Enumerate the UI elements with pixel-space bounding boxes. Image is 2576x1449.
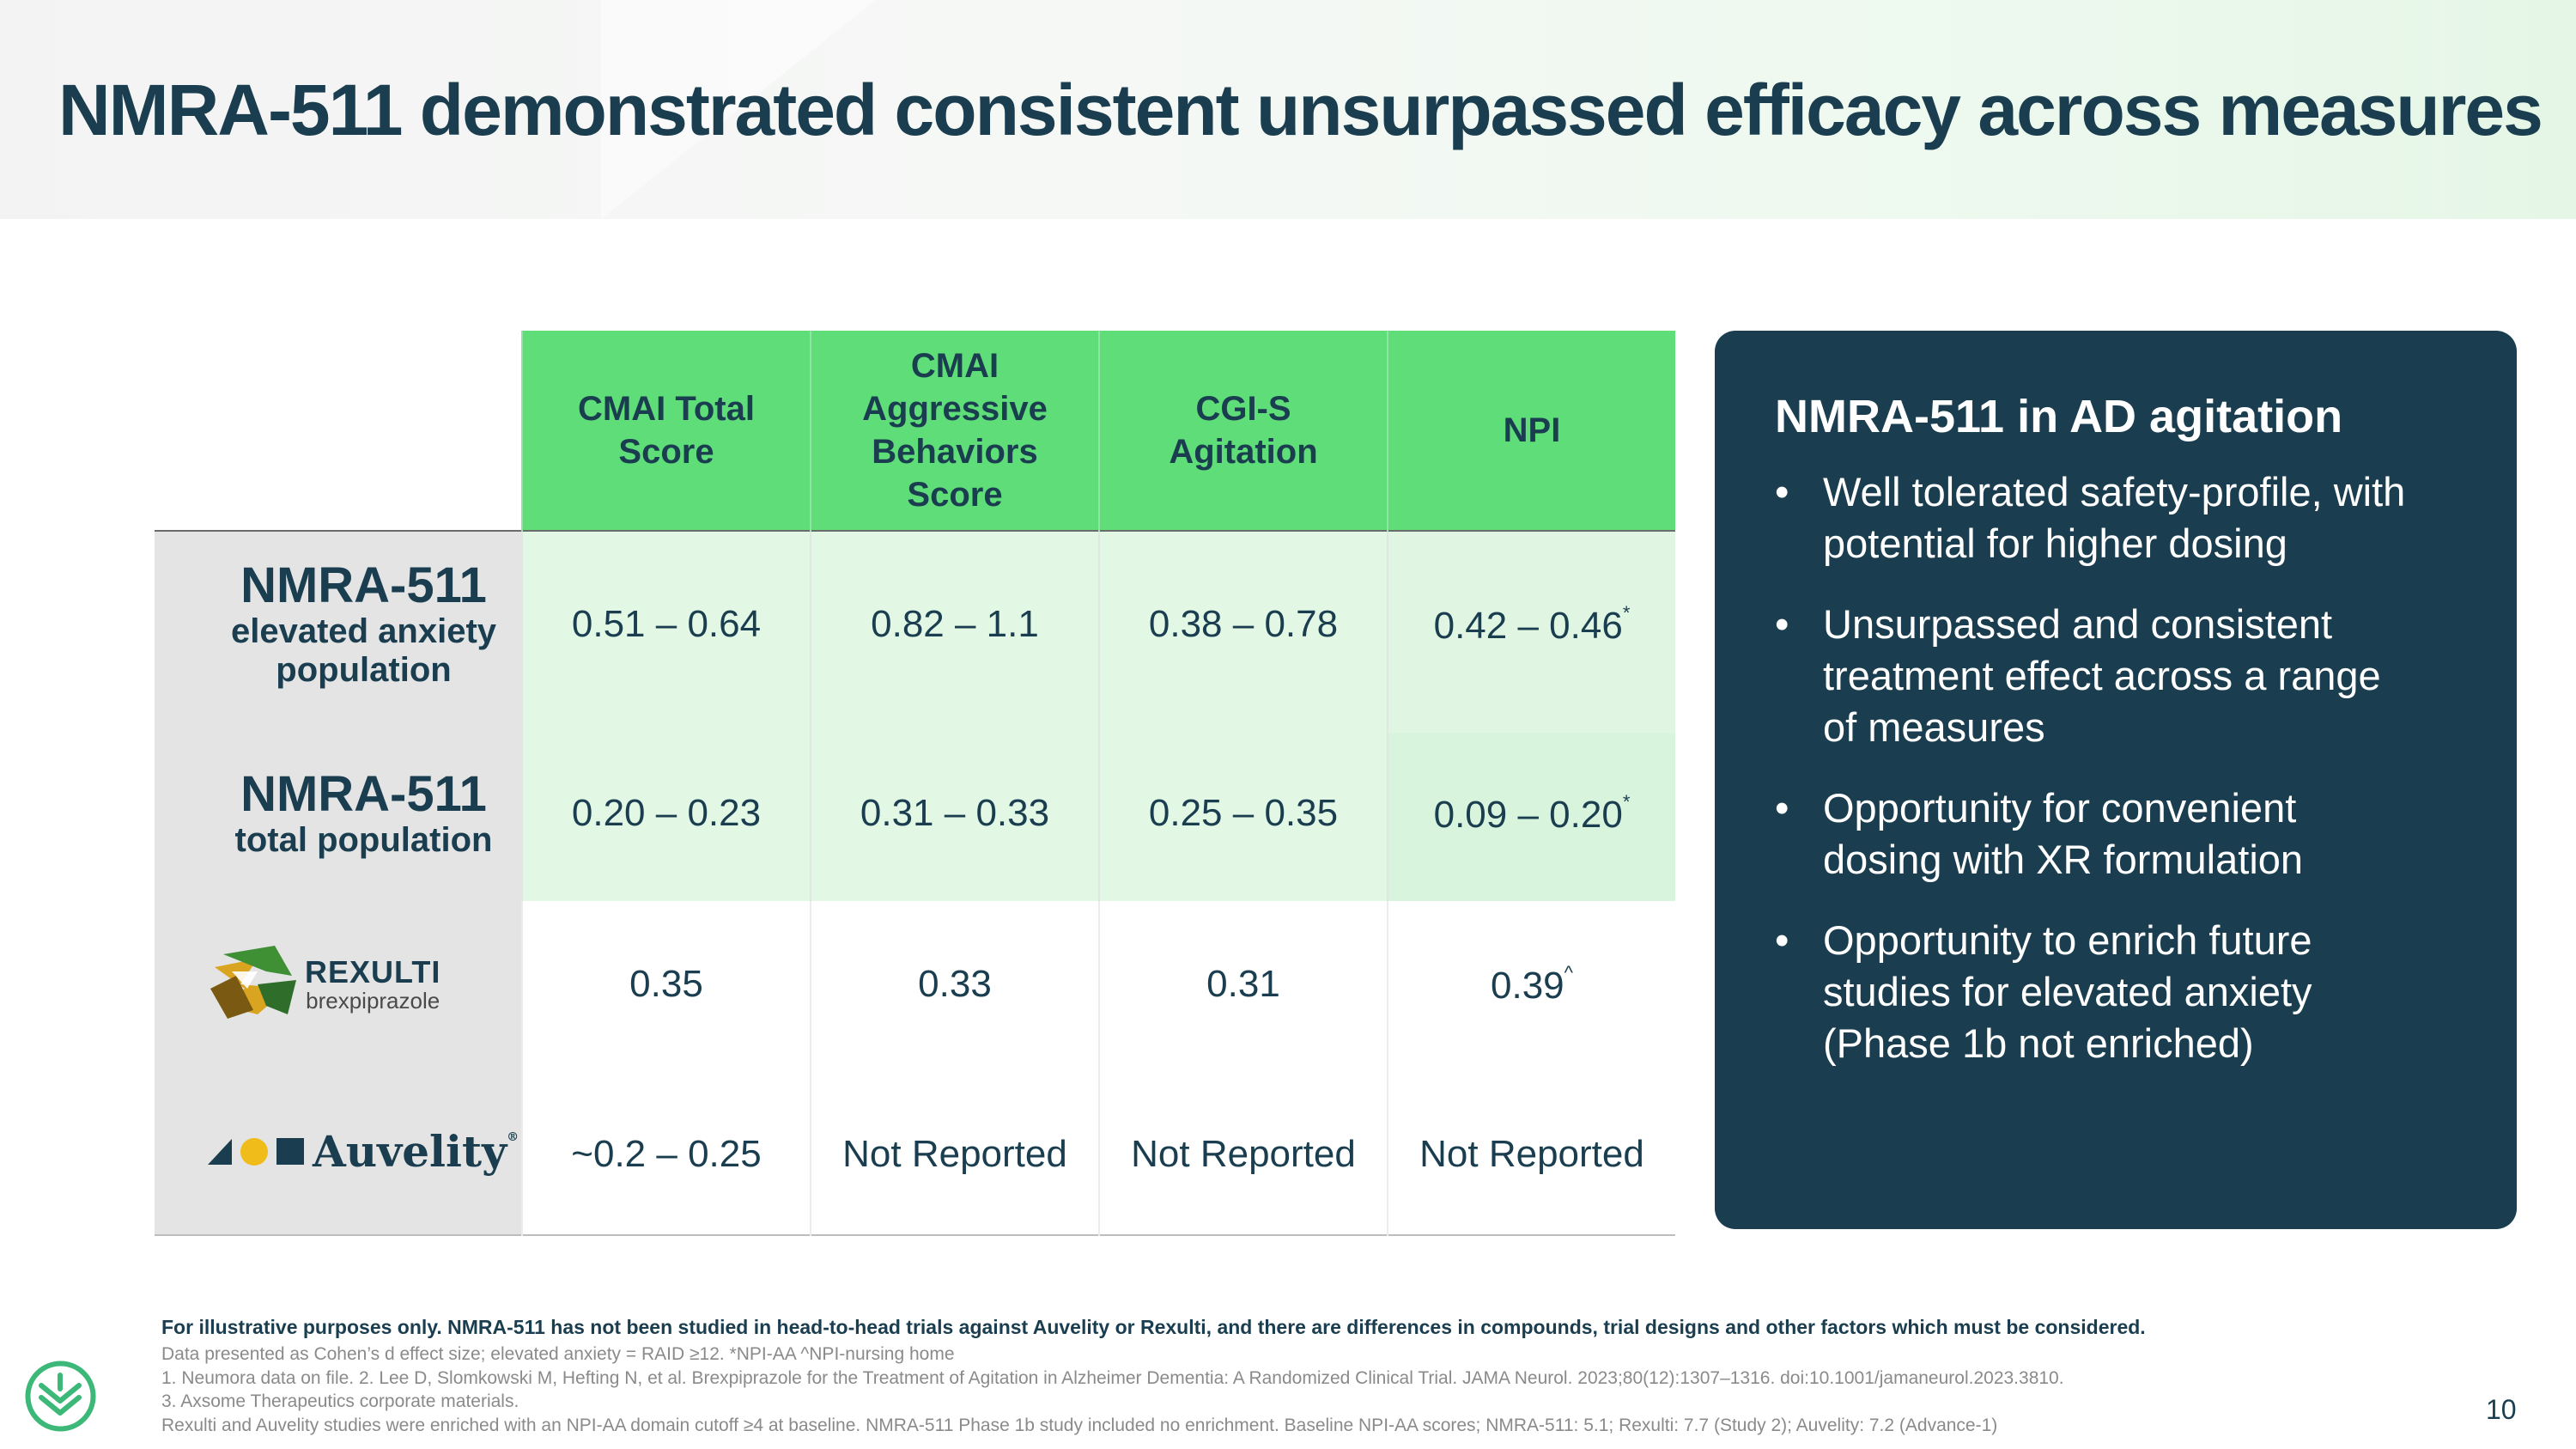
list-item: • Well tolerated safety-profile, with pot… — [1775, 466, 2457, 569]
bullet-icon: • — [1775, 917, 1789, 963]
list-item: • Unsurpassed and consistent treatment ef… — [1775, 599, 2457, 753]
neumora-logo-icon — [25, 1361, 96, 1432]
column-header-cmai-total: CMAI Total Score — [521, 331, 811, 531]
list-item: • Opportunity to enrich future studies fo… — [1775, 915, 2457, 1069]
bullet-icon: • — [1775, 601, 1789, 647]
table-cell: 0.33 — [810, 901, 1099, 1068]
bullet-icon: • — [1775, 785, 1789, 831]
auvelity-logo-icon — [208, 1138, 304, 1166]
table-cell: 0.31 – 0.33 — [810, 733, 1099, 901]
column-header-cgi-s: CGI-S Agitation — [1098, 331, 1388, 531]
slide-title: NMRA-511 demonstrated consistent unsurpa… — [58, 70, 2543, 150]
row-label-nmra-elevated: NMRA-511 elevated anxiety population — [155, 531, 522, 733]
table-cell: 0.39^ — [1387, 901, 1675, 1068]
row-label-auvelity: Auvelity® — [155, 1068, 522, 1235]
table-cell: Not Reported — [1098, 1068, 1388, 1235]
efficacy-comparison-table: CMAI Total Score CMAI Aggressive Behavio… — [155, 331, 1675, 1236]
auvelity-brand-name: Auvelity® — [313, 1125, 519, 1177]
table-cell: 0.51 – 0.64 — [521, 531, 811, 733]
row-label-nmra-total: NMRA-511 total population — [155, 733, 522, 901]
table-cell: 0.25 – 0.35 — [1098, 733, 1388, 901]
key-points-panel: NMRA-511 in AD agitation • Well tolerate… — [1715, 331, 2517, 1229]
table-header-row: CMAI Total Score CMAI Aggressive Behavio… — [155, 331, 1675, 531]
footnote-line: Rexulti and Auvelity studies were enrich… — [161, 1415, 1998, 1435]
table-corner-cell — [155, 331, 522, 531]
table-cell: 0.31 — [1098, 901, 1388, 1068]
column-header-cmai-aggressive: CMAI Aggressive Behaviors Score — [810, 331, 1099, 531]
footnote-line: Data presented as Cohen’s d effect size;… — [161, 1344, 955, 1364]
table-cell: Not Reported — [810, 1068, 1099, 1235]
header-decoration — [601, 0, 876, 219]
table-cell: Not Reported — [1387, 1068, 1675, 1235]
table-row-nmra-elevated: NMRA-511 elevated anxiety population 0.5… — [155, 531, 1675, 733]
header-band — [0, 0, 2576, 219]
table-cell: 0.35 — [521, 901, 811, 1068]
table-cell: ~0.2 – 0.25 — [521, 1068, 811, 1235]
footnote-mark: * — [1622, 601, 1631, 624]
list-item: • Opportunity for convenient dosing with … — [1775, 782, 2457, 886]
rexulti-generic-name: brexpiprazole — [306, 988, 440, 1014]
footnote-line: 1. Neumora data on file. 2. Lee D, Slomk… — [161, 1367, 2064, 1388]
table-row-nmra-total: NMRA-511 total population 0.20 – 0.23 0.… — [155, 733, 1675, 901]
bullet-icon: • — [1775, 469, 1789, 514]
rexulti-logo: REXULTI brexpiprazole — [206, 937, 521, 1032]
footnote-mark: ^ — [1564, 961, 1573, 983]
table-row-auvelity: Auvelity® ~0.2 – 0.25 Not Reported Not R… — [155, 1068, 1675, 1235]
table-cell: 0.82 – 1.1 — [810, 531, 1099, 733]
footnote-mark: * — [1622, 790, 1631, 813]
table-cell: 0.42 – 0.46* — [1387, 531, 1675, 733]
row-label-rexulti: REXULTI brexpiprazole — [155, 901, 522, 1068]
table-cell: 0.09 – 0.20* — [1387, 733, 1675, 901]
column-header-npi: NPI — [1387, 331, 1675, 531]
footnotes: Data presented as Cohen’s d effect size;… — [161, 1342, 2064, 1437]
table-cell: 0.20 – 0.23 — [521, 733, 811, 901]
footnote-line: 3. Axsome Therapeutics corporate materia… — [161, 1391, 519, 1411]
auvelity-logo: Auvelity® — [206, 1126, 521, 1177]
rexulti-logo-icon — [210, 946, 296, 1019]
panel-title: NMRA-511 in AD agitation — [1775, 391, 2343, 442]
disclaimer-text: For illustrative purposes only. NMRA-511… — [161, 1316, 2146, 1338]
table-cell: 0.38 – 0.78 — [1098, 531, 1388, 733]
rexulti-brand-name: REXULTI — [305, 954, 441, 989]
key-points-list: • Well tolerated safety-profile, with pot… — [1775, 466, 2457, 1069]
page-number: 10 — [2486, 1394, 2517, 1425]
table-row-rexulti: REXULTI brexpiprazole 0.35 0.33 0.31 0.3… — [155, 901, 1675, 1068]
